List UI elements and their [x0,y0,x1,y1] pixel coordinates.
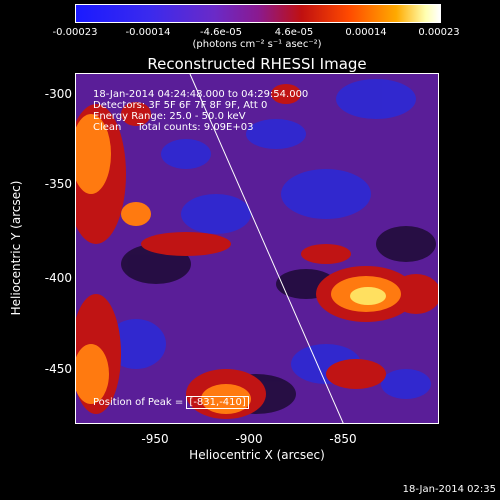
timestamp: 18-Jan-2014 02:35 [402,484,496,495]
y-axis-label: Heliocentric Y (arcsec) [9,180,23,316]
y-tick-label: -350 [44,177,72,191]
colorbar-tick: -0.00014 [125,27,171,38]
colorbar-tick: -0.00023 [52,27,98,38]
plot-title: Reconstructed RHESSI Image [147,55,367,73]
peak-value: [-831,-410] [186,396,249,409]
y-tick-label: -300 [44,87,72,101]
y-tick-label: -450 [44,362,72,376]
y-tick-label: -400 [44,271,72,285]
image-map [76,74,438,423]
x-tick-label: -950 [141,432,169,446]
x-axis-label: Heliocentric X (arcsec) [189,448,325,462]
colorbar-tick: 0.00014 [345,27,387,38]
colorbar-units: (photons cm⁻² s⁻¹ asec⁻²) [192,39,322,50]
colorbar [75,4,441,23]
x-tick-label: -900 [235,432,263,446]
colorbar-tick: 0.00023 [418,27,460,38]
peak-label: Position of Peak = [93,397,184,408]
info-counts: Clean Total counts: 9.09E+03 [93,122,254,133]
colorbar-tick: -4.6e-05 [200,27,242,38]
colorbar-tick: 4.6e-05 [274,27,314,38]
info-detectors: Detectors: 3F 5F 6F 7F 8F 9F, Att 0 [93,100,268,111]
info-energy-range: Energy Range: 25.0 - 50.0 keV [93,111,246,122]
image-plot [75,73,439,424]
x-tick-label: -850 [329,432,357,446]
info-time-range: 18-Jan-2014 04:24:48.000 to 04:29:54.000 [93,89,309,100]
peak-position: Position of Peak = [-831,-410] [93,396,249,409]
